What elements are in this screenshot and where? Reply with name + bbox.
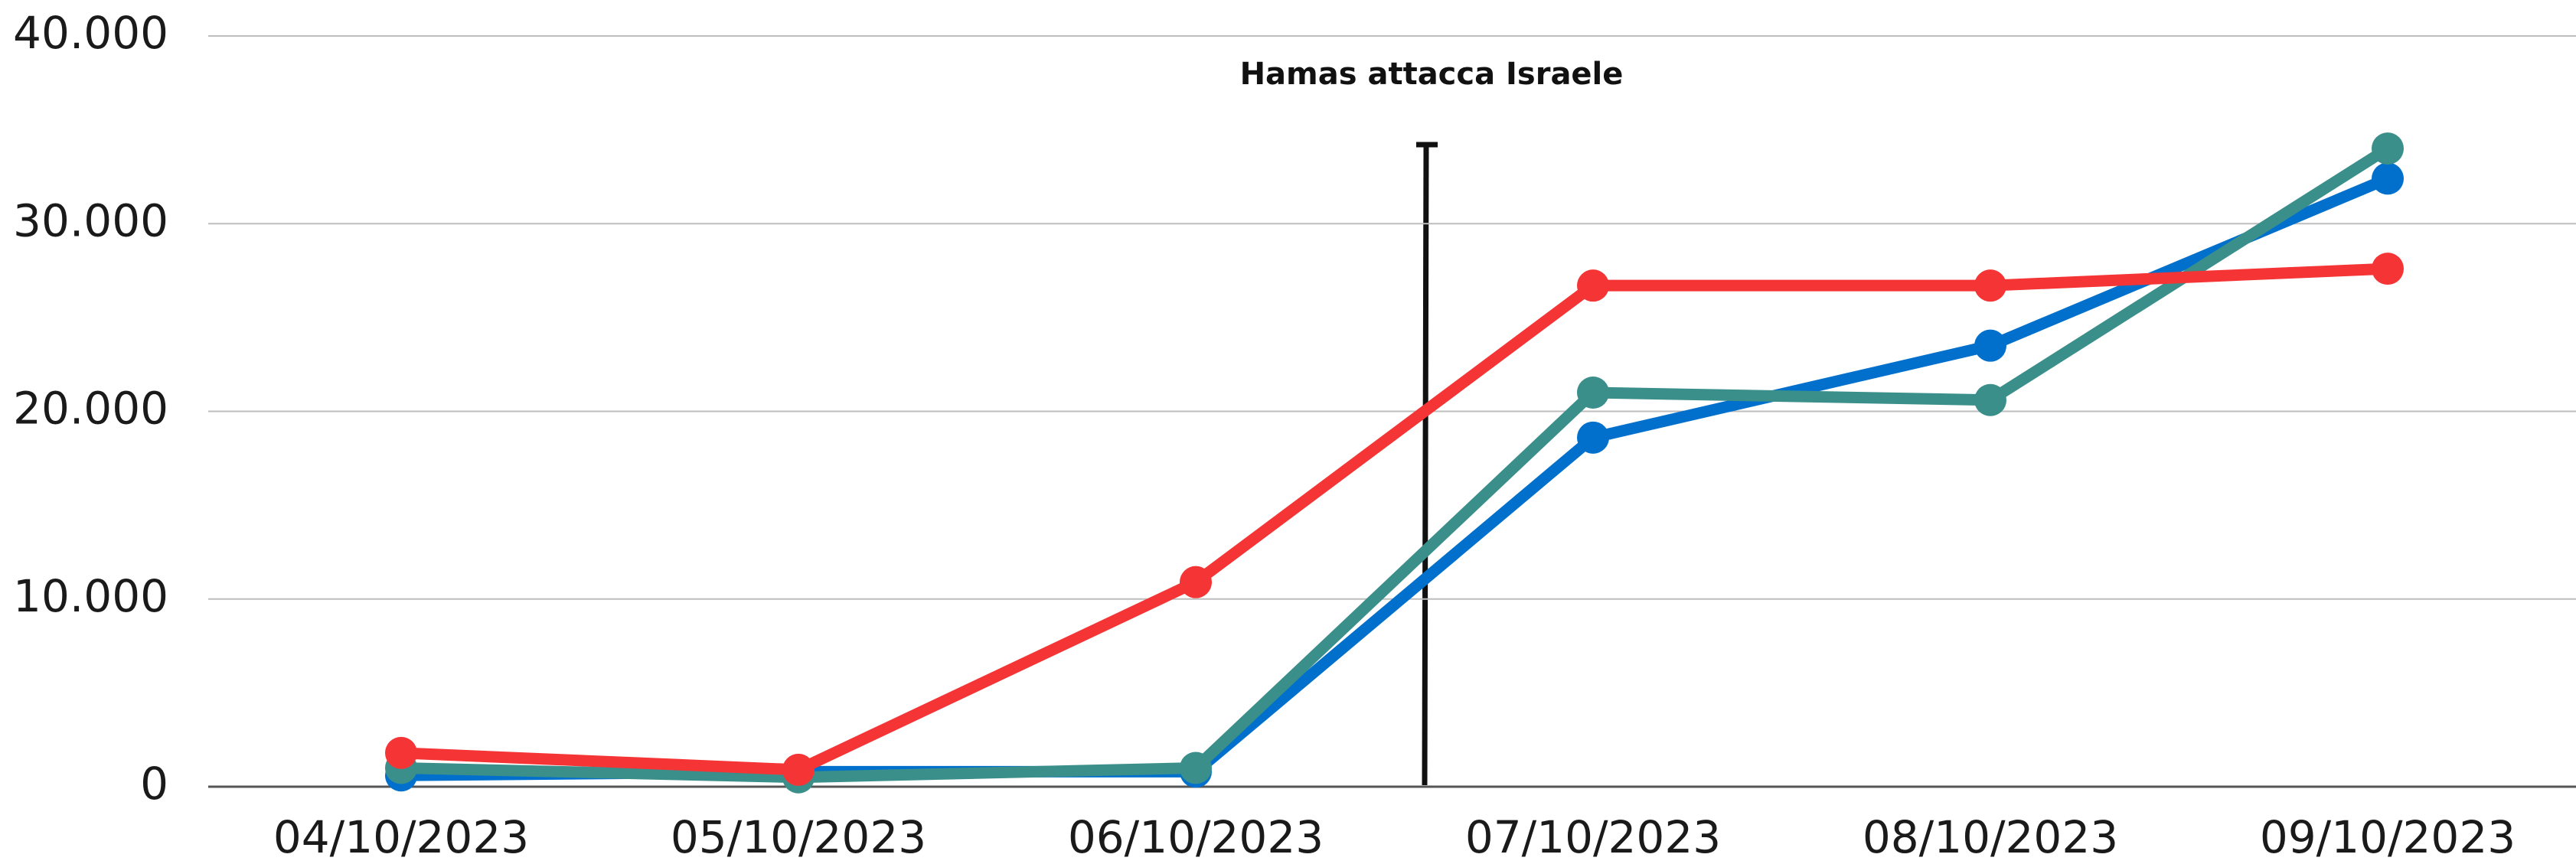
- y-tick-label: 30.000: [13, 194, 168, 246]
- data-point: [385, 736, 417, 769]
- data-point: [1577, 269, 1609, 302]
- data-point: [2372, 253, 2404, 285]
- data-point: [1180, 752, 1212, 784]
- y-tick-label: 40.000: [13, 7, 168, 59]
- data-point: [1577, 421, 1609, 454]
- y-tick-label: 0: [140, 758, 168, 810]
- data-point: [1577, 376, 1609, 409]
- data-point: [782, 753, 815, 786]
- data-point: [1974, 269, 2006, 302]
- series-line: [400, 143, 2392, 784]
- annotation: Hamas attacca Israele: [1240, 57, 1624, 92]
- x-tick-label: 04/10/2023: [273, 811, 529, 863]
- data-point: [1974, 329, 2006, 362]
- x-tick-label: 07/10/2023: [1465, 811, 1721, 863]
- x-tick-label: 06/10/2023: [1068, 811, 1324, 863]
- data-point: [1974, 383, 2006, 416]
- x-tick-label: 09/10/2023: [2260, 811, 2516, 863]
- series-line: [400, 262, 2388, 776]
- data-point: [2372, 162, 2404, 195]
- x-tick-label: 08/10/2023: [1863, 811, 2118, 863]
- data-point: [1180, 566, 1212, 598]
- x-tick-label: 05/10/2023: [671, 811, 926, 863]
- y-tick-label: 20.000: [13, 383, 168, 435]
- data-point: [2372, 132, 2404, 165]
- annotation-line: [1422, 144, 1429, 786]
- series-line: [400, 173, 2390, 781]
- y-tick-label: 10.000: [13, 570, 168, 622]
